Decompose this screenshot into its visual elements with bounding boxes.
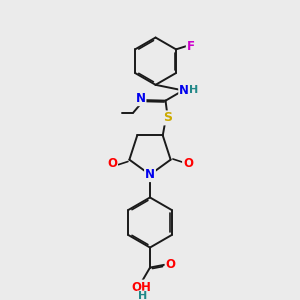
Text: N: N (179, 84, 189, 97)
Text: OH: OH (131, 280, 151, 293)
Text: O: O (166, 258, 176, 271)
Text: O: O (183, 157, 193, 170)
Text: S: S (163, 111, 172, 124)
Text: F: F (187, 40, 195, 52)
Text: O: O (107, 157, 117, 170)
Text: N: N (145, 168, 155, 181)
Text: H: H (138, 292, 147, 300)
Text: H: H (189, 85, 198, 95)
Text: N: N (136, 92, 146, 105)
